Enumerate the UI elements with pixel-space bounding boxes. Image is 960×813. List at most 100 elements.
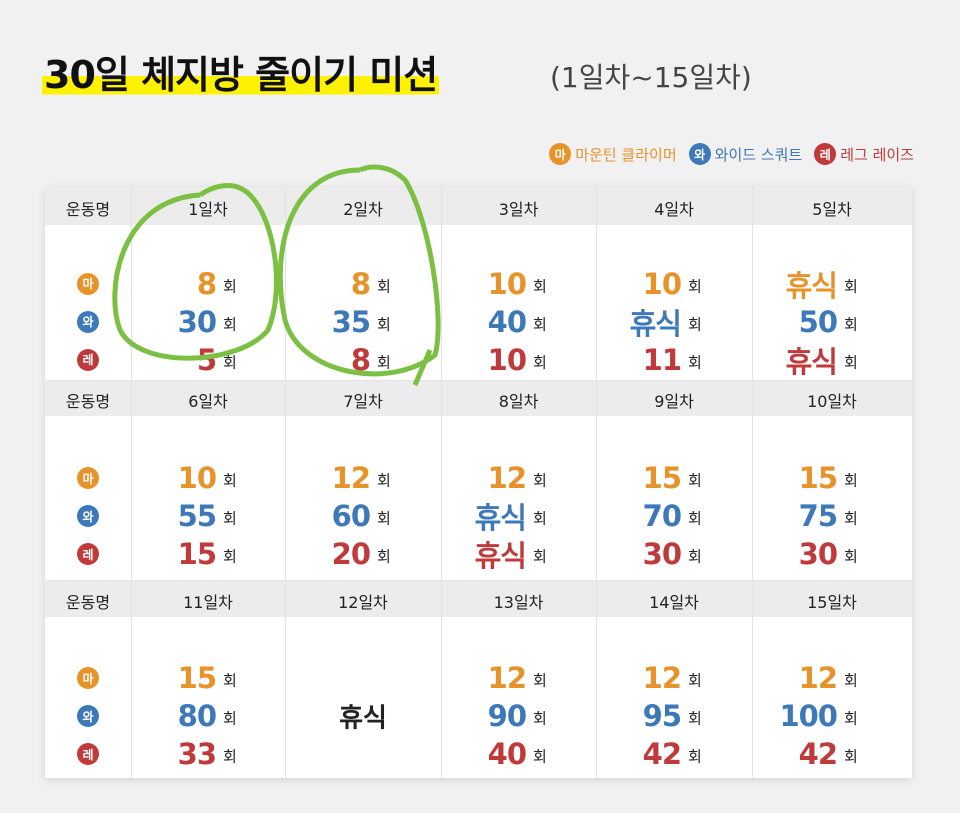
unit: 회 <box>223 709 237 728</box>
unit: 회 <box>223 353 237 371</box>
count: 12 <box>487 461 527 495</box>
row-icon: 마 <box>77 467 99 489</box>
count: 12 <box>487 661 527 695</box>
header-row <box>45 580 912 617</box>
row-icon: 마 <box>77 667 99 689</box>
unit: 회 <box>533 747 547 766</box>
unit: 회 <box>688 547 702 566</box>
legend-icon: 와 <box>688 143 711 165</box>
count: 30 <box>177 304 217 339</box>
legend-item: 마 마운틴 클라이머 <box>549 143 677 165</box>
day-label: 14일차 <box>649 592 699 612</box>
unit: 회 <box>844 709 858 728</box>
unit: 회 <box>844 747 858 766</box>
legend-icon: 레 <box>814 143 837 165</box>
day-label: 4일차 <box>654 200 694 219</box>
count: 95 <box>642 699 682 733</box>
unit: 회 <box>688 277 702 295</box>
unit: 회 <box>844 315 858 333</box>
day-label: 6일차 <box>188 392 228 411</box>
column-divider <box>752 187 753 778</box>
unit: 회 <box>533 509 547 528</box>
count: 35 <box>331 304 371 339</box>
unit: 회 <box>223 277 237 295</box>
unit: 회 <box>688 509 702 528</box>
count: 10 <box>487 342 527 377</box>
count: 휴식 <box>785 268 838 303</box>
day-label: 15일차 <box>807 592 857 612</box>
count: 60 <box>331 499 371 533</box>
unit: 회 <box>223 509 237 528</box>
count: 42 <box>642 737 682 771</box>
unit: 회 <box>688 747 702 766</box>
count: 8 <box>196 266 217 301</box>
count: 10 <box>177 461 217 495</box>
legend-icon: 마 <box>549 143 572 165</box>
unit: 회 <box>377 315 391 333</box>
count: 80 <box>177 699 217 733</box>
unit: 회 <box>377 277 391 295</box>
count: 10 <box>642 266 682 301</box>
unit: 회 <box>223 471 237 490</box>
day-label: 11일차 <box>183 592 233 612</box>
count: 30 <box>798 537 838 571</box>
count: 90 <box>487 699 527 733</box>
unit: 회 <box>844 277 858 295</box>
column-divider <box>131 187 132 778</box>
legend-item: 레 레그 레이즈 <box>814 143 914 165</box>
unit: 회 <box>223 547 237 566</box>
count: 15 <box>177 661 217 695</box>
row-icon: 레 <box>77 543 99 565</box>
unit: 회 <box>844 547 858 566</box>
row-icon: 와 <box>77 705 99 727</box>
unit: 회 <box>533 671 547 690</box>
day-label: 5일차 <box>812 200 852 219</box>
row-divider <box>45 580 912 581</box>
unit: 회 <box>377 471 391 490</box>
unit: 회 <box>688 709 702 728</box>
day-label: 3일차 <box>498 200 539 219</box>
unit: 회 <box>533 315 547 333</box>
row-icon: 와 <box>77 310 99 333</box>
column-divider <box>596 187 597 778</box>
count: 30 <box>642 537 682 571</box>
count: 40 <box>487 304 527 339</box>
unit: 회 <box>377 509 391 528</box>
rest-day: 휴식 <box>339 703 387 734</box>
column-divider <box>441 187 442 778</box>
row-icon: 마 <box>77 272 99 295</box>
count: 휴식 <box>474 501 527 535</box>
unit: 회 <box>688 315 702 333</box>
count: 20 <box>331 537 371 571</box>
unit: 회 <box>377 547 391 566</box>
unit: 회 <box>223 747 237 766</box>
day-label: 13일차 <box>493 592 544 612</box>
unit: 회 <box>688 671 702 690</box>
unit: 회 <box>223 315 237 333</box>
unit: 회 <box>533 709 547 728</box>
column-divider <box>285 187 286 778</box>
count: 75 <box>798 499 838 533</box>
count: 15 <box>177 537 217 571</box>
first-column-header: 운동명 <box>65 392 111 411</box>
unit: 회 <box>844 671 858 690</box>
legend-label: 와이드 스쿼트 <box>714 145 803 164</box>
mission-table: 운동명 마 와 레 1일차 8 회 30 회 5 회 2일차 8 회 35 회 8 회 3일차 10 회 40 회 10 회 4일… <box>45 187 912 778</box>
count: 33 <box>177 737 217 771</box>
count: 70 <box>642 499 682 533</box>
count: 11 <box>642 342 682 377</box>
count: 8 <box>350 342 371 377</box>
unit: 회 <box>844 471 858 490</box>
row-icon: 레 <box>77 348 99 371</box>
row-icon: 레 <box>77 743 99 765</box>
count: 10 <box>487 266 527 301</box>
unit: 회 <box>844 509 858 528</box>
day-label: 12일차 <box>338 592 388 612</box>
count: 12 <box>331 461 371 495</box>
day-label: 1일차 <box>188 200 228 219</box>
unit: 회 <box>533 471 547 490</box>
unit: 회 <box>533 277 547 295</box>
unit: 회 <box>377 353 391 371</box>
count: 40 <box>487 737 527 771</box>
